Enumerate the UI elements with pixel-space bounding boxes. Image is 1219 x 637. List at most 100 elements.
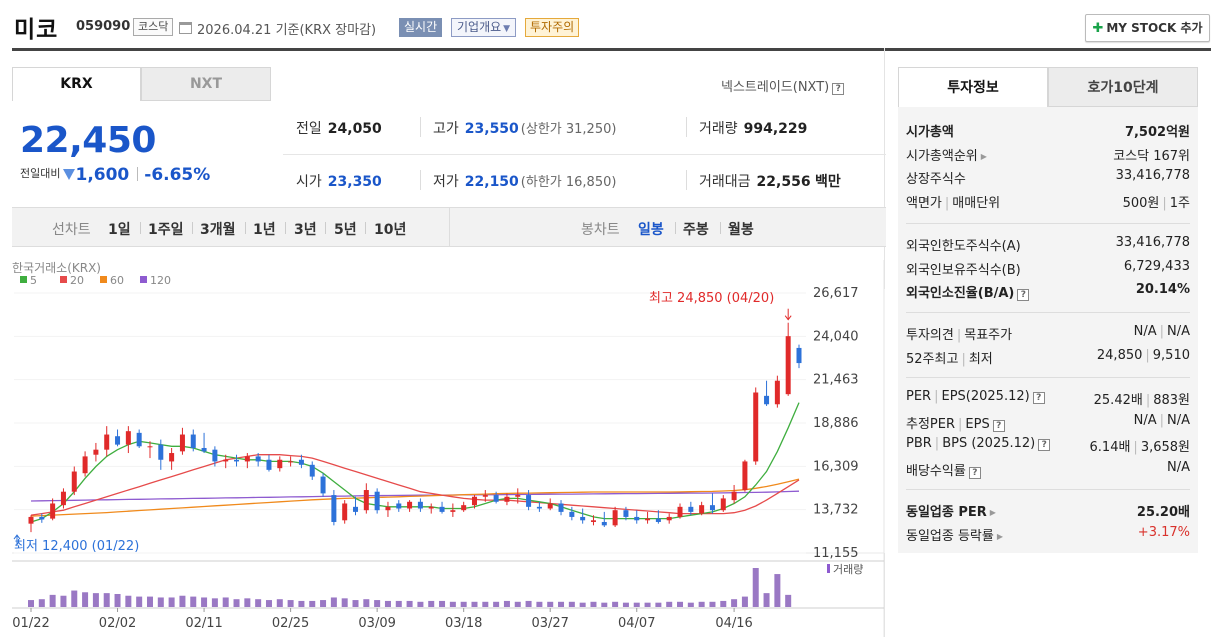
separator: |	[958, 416, 963, 432]
invest-row-value: 33,416,778	[1116, 168, 1190, 183]
candle-body	[93, 449, 99, 455]
change-rate: -6.65%	[144, 165, 211, 185]
candle-body	[82, 456, 88, 474]
invest-row: PER | EPS(2025.12)? 25.42배 | 883원	[906, 389, 1190, 409]
stat-label: 전일	[296, 121, 322, 137]
invest-row-value-primary: 코스닥 167위	[1113, 148, 1190, 164]
volume-bar	[352, 600, 359, 607]
invest-row-key-secondary: EPS(2025.12)	[941, 389, 1030, 404]
invest-row-value-primary: 24,850	[1096, 347, 1143, 363]
company-overview-dropdown[interactable]: 기업개요 ▼	[451, 18, 517, 37]
period-1y[interactable]: 1년	[253, 222, 276, 238]
high-arrow-head	[784, 315, 792, 321]
change-amount: 1,600	[75, 165, 130, 185]
invest-row-label: 외국인보유주식수(B)	[906, 259, 1021, 278]
stat-volume: 거래량 994,229	[699, 118, 807, 138]
separator: |	[1162, 195, 1167, 211]
period-1w[interactable]: 1주일	[148, 222, 184, 238]
candle-body	[526, 495, 532, 507]
candle-body	[655, 518, 661, 522]
calendar-icon	[179, 22, 192, 34]
stat-label: 거래량	[699, 121, 738, 137]
stat-prev-close: 전일 24,050	[296, 118, 382, 138]
change-label: 전일대비	[20, 167, 61, 180]
tab-krx[interactable]: KRX	[12, 67, 141, 101]
volume-bar	[439, 600, 446, 607]
volume-bar	[287, 600, 294, 607]
reference-date: 2026.04.21 기준(KRX 장마감)	[197, 23, 377, 38]
volume-bar	[190, 596, 197, 607]
separator: |	[1159, 324, 1164, 339]
help-icon[interactable]: ?	[1017, 289, 1030, 301]
header-divider	[12, 48, 1211, 51]
help-icon[interactable]: ?	[832, 83, 845, 95]
candle-body	[104, 434, 110, 450]
volume-bar	[136, 596, 143, 607]
volume-bar	[633, 602, 640, 607]
stock-chart[interactable]: 26,617 24,040 21,463 18,886 16,309 13,732 11,1…	[0, 250, 886, 637]
invest-row-value-primary: N/A	[1167, 459, 1190, 475]
candle-body	[136, 432, 142, 447]
volume-bar	[114, 594, 121, 607]
stat-value: 24,050	[327, 121, 382, 137]
invest-row-key: 시가총액순위	[906, 148, 978, 164]
invest-row: 액면가 | 매매단위 500원 | 1주	[906, 192, 1190, 212]
tab-nxt[interactable]: NXT	[141, 67, 271, 101]
x-tick-label: 03/27	[531, 616, 568, 631]
volume-bar	[601, 602, 608, 607]
invest-row-key: 액면가	[906, 195, 942, 211]
invest-row[interactable]: 시가총액순위 ▶ 코스닥 167위	[906, 145, 1190, 165]
tab-order-book[interactable]: 호가10단계	[1048, 67, 1198, 107]
volume-bar	[384, 600, 391, 607]
invest-row-key: 외국인소진율(B/A)	[906, 286, 1015, 301]
volume-bar	[547, 601, 554, 607]
invest-row[interactable]: 동일업종 PER ▶ 25.20배	[906, 501, 1190, 521]
candle-body	[666, 516, 672, 521]
invest-row-value-primary: 6.14배	[1089, 440, 1131, 455]
invest-row-value: 24,850 | 9,510	[1097, 348, 1190, 363]
nextrade-link[interactable]: 넥스트레이드(NXT)?	[721, 76, 845, 95]
invest-row-value-secondary: N/A	[1167, 412, 1190, 428]
invest-row[interactable]: 동일업종 등락률 ▶ +3.17%	[906, 525, 1190, 545]
period-3m[interactable]: 3개월	[200, 222, 236, 238]
candle-chart-label: 봉차트	[581, 222, 620, 238]
volume-bar	[774, 574, 781, 607]
nextrade-link-label: 넥스트레이드(NXT)	[721, 80, 830, 95]
help-icon[interactable]: ?	[992, 419, 1005, 432]
volume-bar	[125, 595, 132, 607]
volume-bar	[720, 600, 727, 607]
realtime-button[interactable]: 실시간	[399, 18, 443, 37]
period-monthly[interactable]: 월봉	[728, 222, 754, 238]
help-icon[interactable]: ?	[968, 466, 981, 479]
candle-body	[125, 431, 131, 445]
candle-body	[547, 503, 553, 509]
invest-row-label: 외국인소진율(B/A)?	[906, 282, 1030, 301]
candle-body	[342, 503, 348, 521]
x-tick-label: 04/16	[715, 616, 752, 631]
candle-body	[742, 461, 748, 491]
invest-row-label: 동일업종 PER ▶	[906, 501, 996, 520]
panel-divider	[906, 489, 1190, 490]
stat-separator	[420, 117, 421, 137]
period-separator	[192, 222, 193, 234]
period-5y[interactable]: 5년	[334, 222, 357, 238]
invest-row: 시가총액 7,502억원	[906, 121, 1190, 141]
candle-body	[374, 491, 380, 511]
period-1d[interactable]: 1일	[108, 222, 131, 238]
period-3y[interactable]: 3년	[294, 222, 317, 238]
volume-bar	[71, 590, 78, 607]
legend-swatch	[60, 276, 67, 283]
volume-legend-swatch	[827, 564, 830, 573]
candle-body	[179, 434, 185, 452]
period-10y[interactable]: 10년	[374, 222, 407, 238]
invest-row-value-secondary: N/A	[1167, 324, 1190, 339]
candle-body	[590, 520, 596, 522]
period-daily[interactable]: 일봉	[638, 222, 664, 238]
add-my-stock-button[interactable]: ✚ MY STOCK 추가	[1085, 14, 1210, 42]
tab-invest-info[interactable]: 투자정보	[898, 67, 1048, 107]
help-icon[interactable]: ?	[1032, 392, 1045, 404]
period-weekly[interactable]: 주봉	[683, 222, 709, 238]
candle-body	[417, 501, 423, 509]
help-icon[interactable]: ?	[1038, 439, 1051, 451]
candle-body	[115, 436, 121, 445]
